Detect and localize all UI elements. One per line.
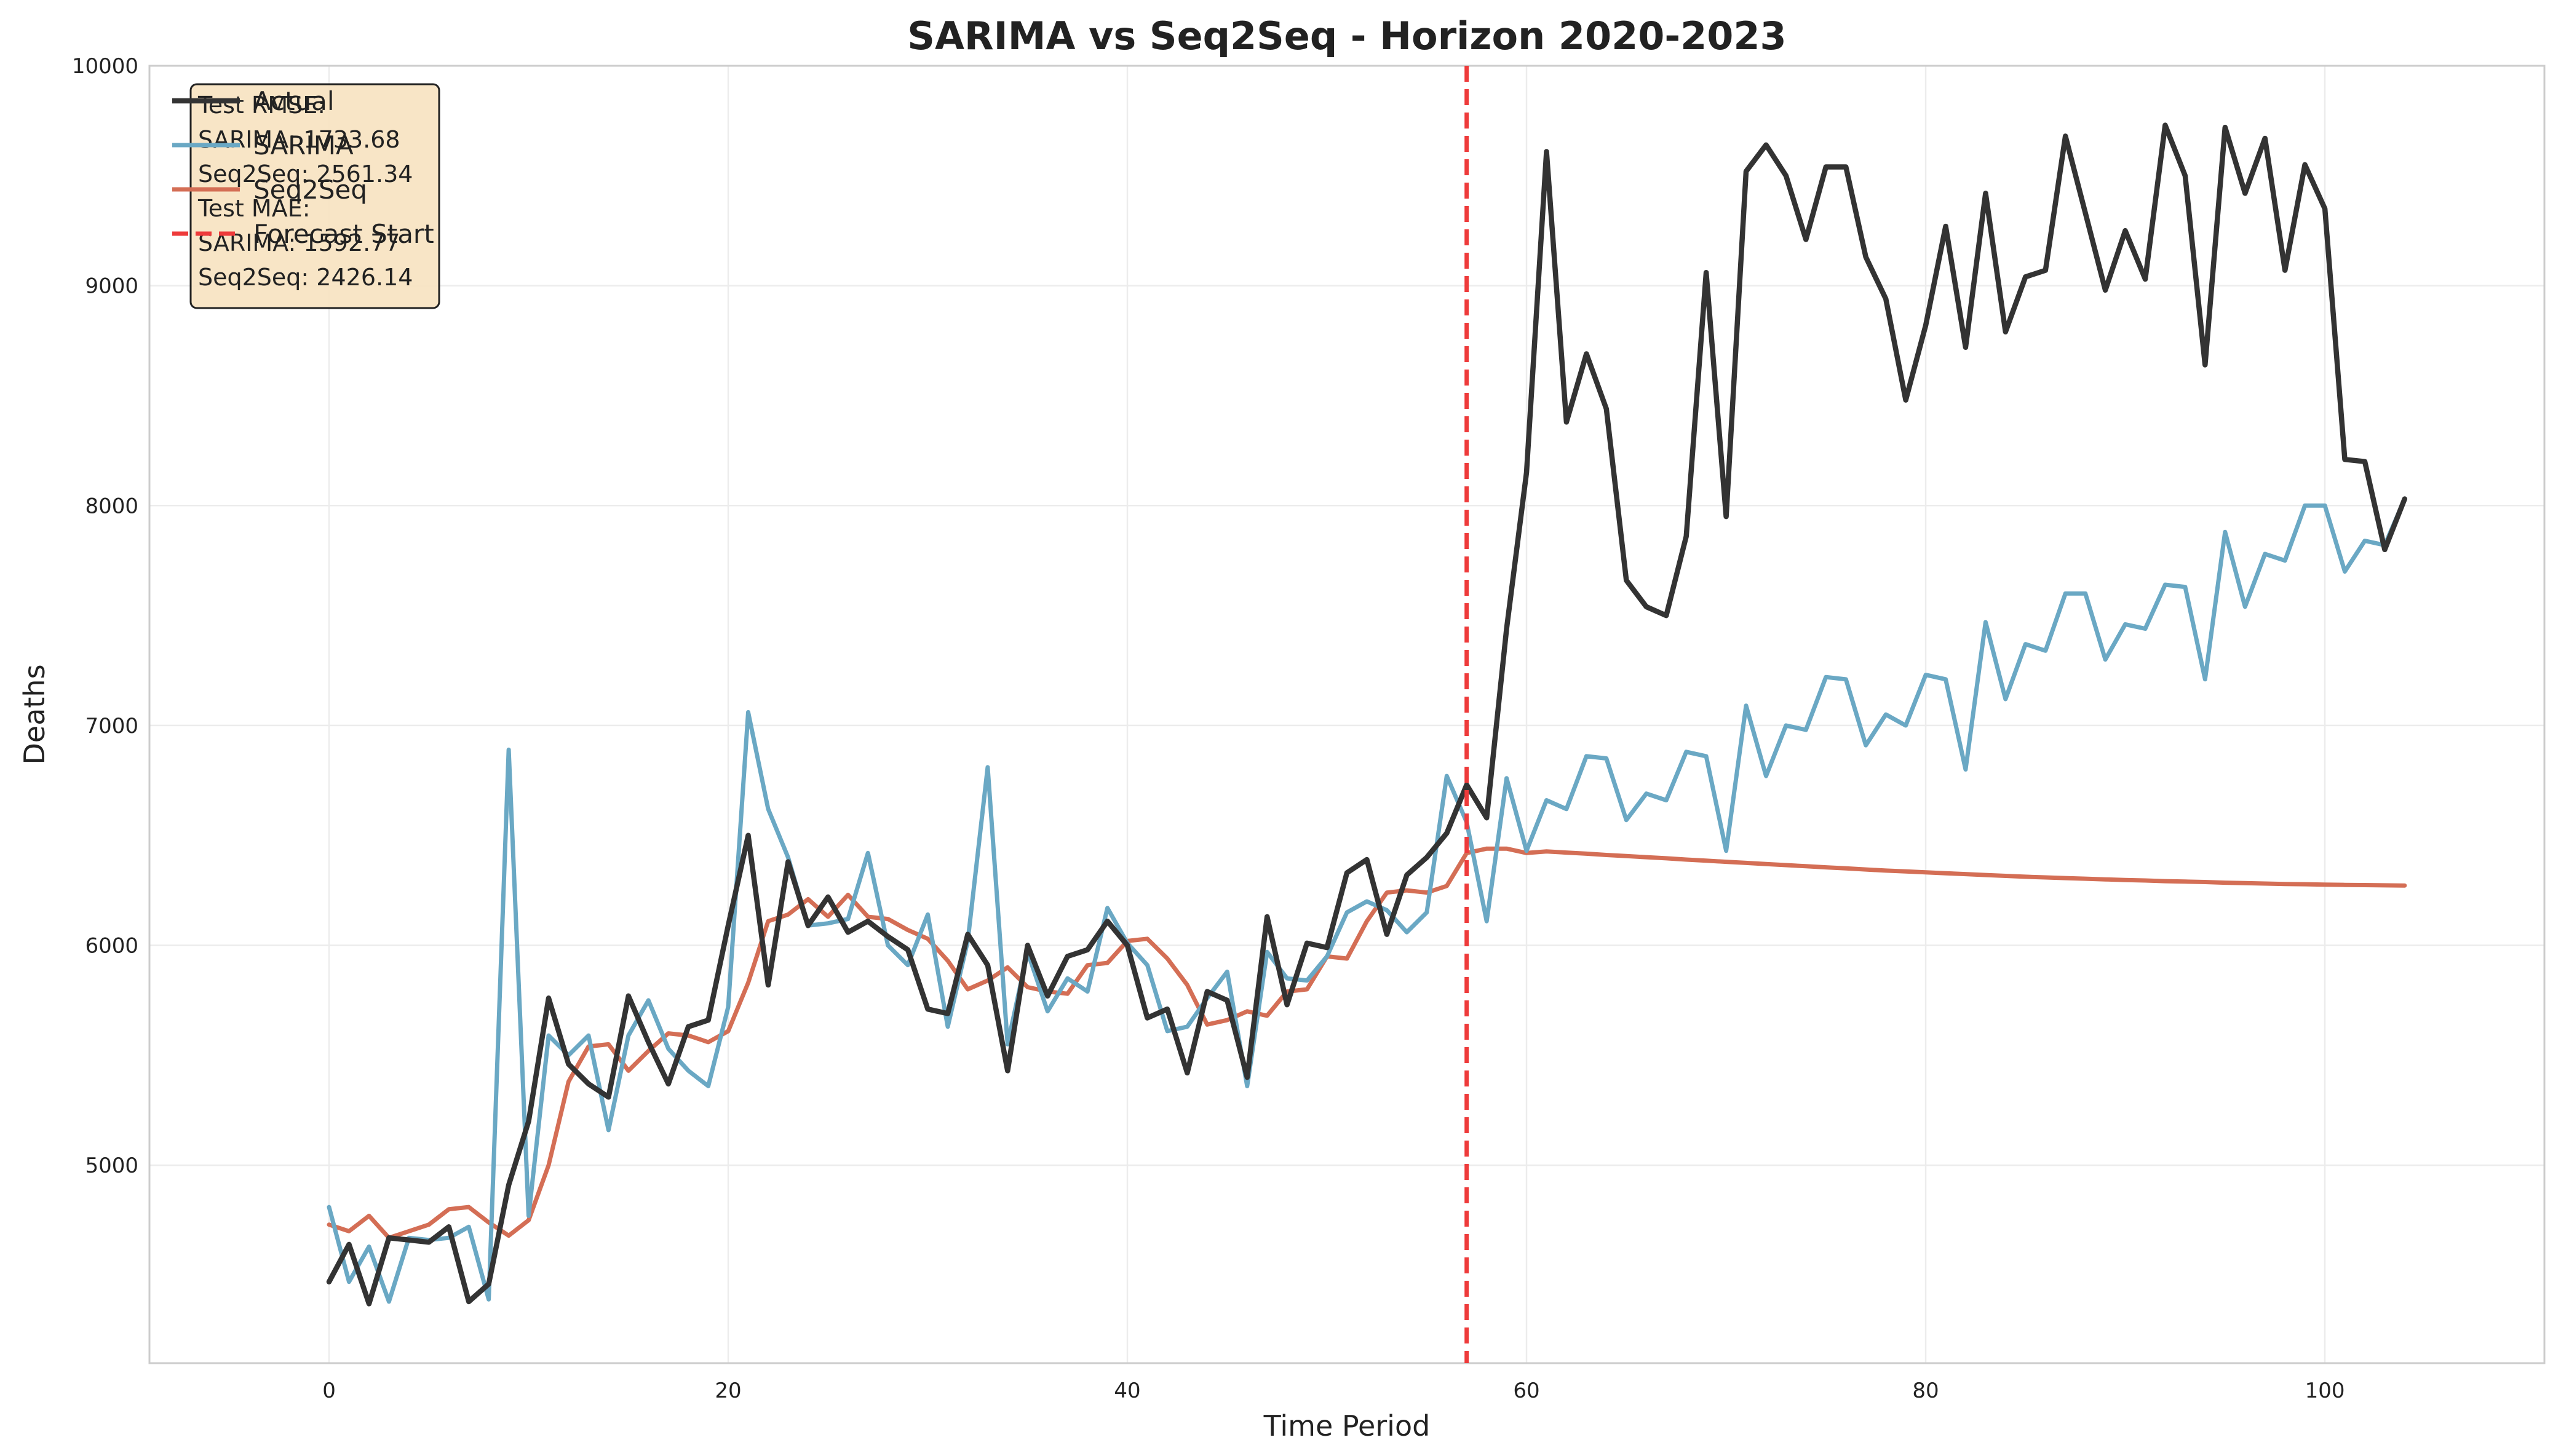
actual-series-line (326, 122, 2408, 1307)
legend-label-forecast_start: Forecast Start (253, 219, 434, 249)
y-tick-label: 7000 (85, 714, 138, 738)
seq2seq-series-line (327, 846, 2407, 1240)
x-tick-label: 100 (2305, 1379, 2345, 1403)
sarima-series-line (327, 497, 2407, 1304)
y-tick-label: 6000 (85, 934, 138, 959)
metrics-line: Test MAE: (197, 195, 311, 222)
plot-frame (148, 65, 2546, 1364)
metrics-line: Seq2Seq: 2426.14 (198, 264, 413, 291)
y-tick-label: 5000 (85, 1153, 138, 1178)
chart-title: SARIMA vs Seq2Seq - Horizon 2020-2023 (907, 14, 1786, 58)
metrics-line: Test RMSE: (197, 92, 325, 119)
grid-lines (149, 65, 2544, 1363)
x-tick-label: 80 (1912, 1379, 1939, 1403)
y-tick-label: 8000 (85, 494, 138, 518)
legend-label-sarima: SARIMA (253, 130, 354, 160)
x-tick-label: 40 (1114, 1379, 1140, 1403)
x-axis-title: Time Period (1263, 1409, 1431, 1442)
series-lines (326, 122, 2408, 1307)
y-tick-label: 10000 (72, 54, 138, 79)
y-axis-title: Deaths (18, 664, 51, 764)
x-tick-label: 0 (322, 1379, 336, 1403)
legend: Actual SARIMA Seq2Seq Forecast Start (172, 86, 434, 249)
y-tick-label: 9000 (85, 274, 138, 299)
metrics-line: SARIMA: 1733.68 (198, 126, 400, 153)
axis-ticks: 0 20 40 60 80 100 5000 6000 7000 8000 9000 10000 (72, 54, 2345, 1403)
x-tick-label: 20 (715, 1379, 741, 1403)
x-tick-label: 60 (1513, 1379, 1539, 1403)
metrics-line: Seq2Seq: 2561.34 (198, 160, 413, 188)
metrics-box: Test RMSE: SARIMA: 1733.68 Seq2Seq: 2561.3… (189, 83, 440, 309)
legend-label-actual: Actual (253, 86, 335, 116)
metrics-box-background (189, 83, 440, 309)
legend-label-seq2seq: Seq2Seq (253, 175, 367, 205)
